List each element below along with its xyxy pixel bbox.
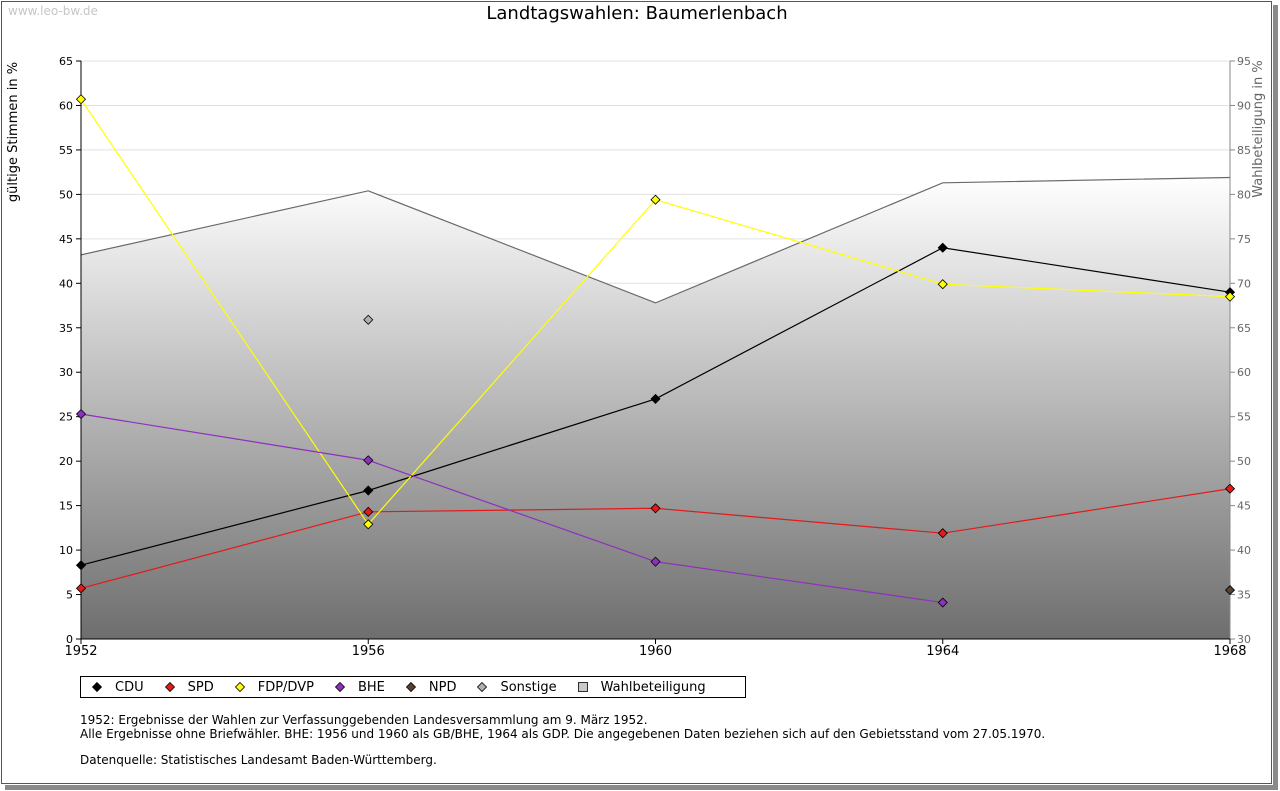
marker-bhe <box>75 408 87 420</box>
legend-area-icon <box>577 682 588 692</box>
chart-title: Landtagswahlen: Baumerlenbach <box>486 3 788 24</box>
legend-label: SPD <box>187 679 214 695</box>
marker-fdp-dvp <box>75 94 87 105</box>
y-tick-label: 35 <box>59 322 73 335</box>
y-axis-label: gültige Stimmen in % <box>6 62 21 202</box>
marker-fdp-dvp <box>650 194 661 205</box>
marker-spd <box>937 528 948 539</box>
y-tick-label: 15 <box>59 500 73 513</box>
y-tick-label: 50 <box>59 188 73 201</box>
legend-label: Wahlbeteiligung <box>600 679 706 695</box>
marker-bhe <box>650 556 661 567</box>
y-tick-label: 40 <box>59 277 73 290</box>
y2-tick-label: 95 <box>1237 55 1251 68</box>
frame-shadow-bottom <box>5 785 1278 790</box>
legend-label: FDP/DVP <box>257 679 314 695</box>
y-tick-label: 65 <box>59 55 73 68</box>
legend-marker-icon <box>234 681 245 693</box>
legend-marker-icon <box>164 681 175 693</box>
y-tick-label: 10 <box>59 544 73 557</box>
x-tick-label: 1968 <box>1213 644 1246 659</box>
y2-tick-label: 40 <box>1237 544 1251 557</box>
footnote-general: Alle Ergebnisse ohne Briefwähler. BHE: 1… <box>80 727 1046 741</box>
marker-bhe <box>363 455 374 466</box>
y-tick-label: 20 <box>59 455 73 468</box>
turnout-line <box>80 176 1231 304</box>
x-tick-label: 1956 <box>352 644 385 659</box>
x-tick-label: 1952 <box>64 644 97 659</box>
y-tick-label: 25 <box>59 411 73 424</box>
footnotes: 1952: Ergebnisse der Wahlen zur Verfassu… <box>80 713 1045 767</box>
y2-tick-label: 30 <box>1237 633 1251 646</box>
turnout-fill <box>81 177 1230 639</box>
line-chart: 0 5 10 15 20 25 30 35 40 45 50 55 60 65 30 35 40 45 50 55 60… <box>6 55 1266 659</box>
marker-cdu <box>937 242 948 253</box>
marker-cdu <box>75 560 87 571</box>
y2-tick-label: 65 <box>1237 322 1251 335</box>
series-line-bhe <box>80 413 943 604</box>
marker-fdp-dvp <box>1224 291 1236 302</box>
y2-tick-label: 75 <box>1237 233 1251 246</box>
marker-spd <box>650 503 661 514</box>
y-tick-label: 0 <box>66 633 73 646</box>
y-tick-label: 60 <box>59 99 73 112</box>
y2-tick-label: 85 <box>1237 144 1251 157</box>
legend-label: CDU <box>115 679 144 695</box>
y2-tick-label: 50 <box>1237 455 1251 468</box>
legend-label: Sonstige <box>500 679 557 695</box>
x-tick-label: 1960 <box>639 644 672 659</box>
legend-item-bhe: BHE <box>334 680 385 695</box>
marker-bhe <box>937 597 948 608</box>
legend-item-npd: NPD <box>405 679 457 695</box>
legend-marker-icon <box>334 681 346 693</box>
y2-tick-label: 90 <box>1237 99 1251 112</box>
marker-spd <box>75 583 87 594</box>
footnote-source: Datenquelle: Statistisches Landesamt Bad… <box>80 753 437 767</box>
marker-cdu <box>363 485 374 496</box>
x-tick-label: 1964 <box>926 644 959 659</box>
legend-item-wahlbeteiligung: Wahlbeteiligung <box>577 680 706 695</box>
legend-label: BHE <box>357 679 385 695</box>
y-tick-label: 5 <box>66 589 73 602</box>
turnout-area <box>80 176 1231 639</box>
y2-tick-label: 70 <box>1237 277 1251 290</box>
legend-item-fdp-dvp: FDP/DVP <box>234 680 314 695</box>
marker-cdu <box>650 393 661 404</box>
y2-tick-label: 80 <box>1237 188 1251 201</box>
legend-item-spd: SPD <box>164 680 214 695</box>
y2-tick-label: 45 <box>1237 500 1251 513</box>
watermark: www.leo-bw.de <box>8 4 98 18</box>
marker-spd <box>1224 483 1236 494</box>
marker-fdp-dvp <box>937 279 948 290</box>
y-tick-label: 30 <box>59 366 73 379</box>
legend-item-sonstige: Sonstige <box>476 679 557 695</box>
marker-fdp-dvp <box>363 519 374 530</box>
marker-npd <box>1224 585 1236 596</box>
y2-axis-label: Wahlbeteiligung in % <box>1251 60 1266 197</box>
axes: 0 5 10 15 20 25 30 35 40 45 50 55 60 65 30 35 40 45 50 55 60… <box>59 55 1251 659</box>
frame-shadow-right <box>1273 5 1278 788</box>
legend-marker-icon <box>477 681 488 693</box>
marker-spd <box>363 506 374 517</box>
legend-marker-icon <box>91 681 103 693</box>
legend-label: NPD <box>428 679 457 695</box>
y-tick-label: 55 <box>59 144 73 157</box>
footnote-1952: 1952: Ergebnisse der Wahlen zur Verfassu… <box>80 713 648 727</box>
series-markers <box>75 94 1236 608</box>
marker-sonstige <box>363 314 374 325</box>
legend: CDU SPD FDP/DVP BHE NPD Sonstige Wahlbeteiligu… <box>80 676 746 698</box>
y-tick-label: 45 <box>59 233 73 246</box>
legend-item-cdu: CDU <box>91 680 144 695</box>
y2-tick-label: 35 <box>1237 589 1251 602</box>
y2-tick-label: 60 <box>1237 366 1251 379</box>
legend-marker-icon <box>405 681 416 693</box>
y2-tick-label: 55 <box>1237 411 1251 424</box>
